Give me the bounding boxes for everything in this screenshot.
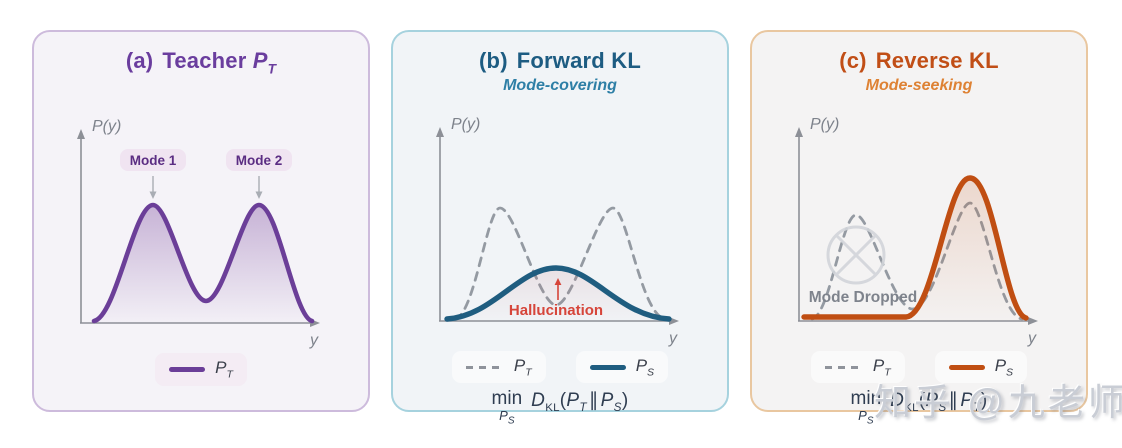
teacher-curve-fill	[94, 205, 312, 324]
y-axis-label: P(y)	[810, 116, 839, 133]
kl-objective-formula: min PS DKL(PS ∥ PT)	[766, 389, 1072, 427]
mode-2-label: Mode 2	[226, 149, 292, 200]
teacher-curve	[91, 203, 315, 324]
panel-teacher: (a) Teacher PT P(y) y	[32, 30, 370, 412]
mode-1-label: Mode 1	[120, 149, 186, 200]
pt-dashed-swatch	[465, 365, 504, 369]
panel-a-title-text: Teacher	[162, 48, 247, 73]
kl-divergence-term: DKL(PS ∥ PT)	[890, 390, 988, 415]
y-axis	[436, 127, 444, 321]
legend-item-pt: PT	[155, 353, 247, 386]
panel-c-title-text: Reverse KL	[875, 48, 999, 73]
panel-b-title-text: Forward KL	[516, 48, 641, 73]
mode-1-arrow-icon	[149, 191, 157, 200]
x-axis-label: y	[309, 332, 319, 349]
forward-kl-chart: P(y) y Hallucination	[436, 116, 679, 347]
teacher-curve-dashed	[810, 201, 1024, 321]
panel-c-tag: (c)	[839, 48, 867, 73]
pt-label: PT	[215, 358, 233, 381]
y-axis-label: P(y)	[451, 116, 480, 133]
panel-b-subtitle: Mode-covering	[503, 77, 617, 94]
hallucination-annotation: Hallucination	[509, 278, 603, 319]
hallucination-label: Hallucination	[509, 302, 603, 319]
panel-reverse-kl: (c) Reverse KL Mode-seeking P(y)	[750, 30, 1088, 427]
student-curve-fill	[804, 178, 1026, 321]
y-axis	[77, 129, 85, 324]
legend-item-ps: PS	[575, 351, 669, 384]
panel-a-subtitle-spacer	[48, 79, 354, 103]
svg-text:Mode 2: Mode 2	[236, 153, 283, 168]
watermark: 知乎 @九老师	[874, 382, 1122, 423]
ps-line-swatch	[589, 364, 626, 370]
min-operator: min PS	[850, 388, 882, 427]
mode-2-arrow-icon	[255, 191, 263, 200]
legend-item-pt: PT	[451, 351, 546, 384]
kl-divergence-term: DKL(PT ∥ PS)	[531, 390, 629, 415]
ps-label: PS	[635, 356, 655, 379]
student-curve	[801, 175, 1029, 321]
pt-label: PT	[872, 356, 891, 379]
mode-dropped-label: Mode Dropped	[809, 289, 918, 306]
ps-line-swatch	[948, 364, 985, 370]
legend: PT PS	[407, 351, 713, 384]
ps-label: PS	[994, 356, 1014, 379]
panel-a-tag: (a)	[125, 48, 154, 73]
panel-c-title: (c) Reverse KL	[766, 48, 1072, 74]
panel-b-tag: (b)	[479, 48, 508, 73]
panel-row: (a) Teacher PT P(y) y	[32, 30, 1088, 427]
teacher-distribution-chart: P(y) y Mode 1 Mode 2	[77, 118, 320, 349]
legend: PT PS	[766, 351, 1072, 384]
panel-a-title: (a) Teacher PT	[125, 48, 277, 77]
svg-text:Mode 1: Mode 1	[130, 153, 177, 168]
teacher-curve-dashed	[453, 206, 667, 321]
reverse-kl-chart: P(y) y Mode Dropped	[795, 116, 1038, 347]
x-axis-label: y	[668, 330, 678, 347]
legend-item-pt: PT	[810, 351, 905, 384]
y-axis	[795, 127, 803, 321]
panel-b-title: (b) Forward KL	[407, 48, 713, 74]
hallucination-arrow-icon	[554, 278, 562, 285]
pt-dashed-swatch	[824, 365, 863, 369]
teacher-symbol: P	[252, 48, 268, 73]
pt-line-swatch	[169, 367, 206, 373]
panel-c-subtitle: Mode-seeking	[865, 77, 973, 94]
legend: PT	[48, 353, 354, 386]
crossed-out-icon	[826, 225, 886, 285]
kl-objective-formula: min PS DKL(PT ∥ PS)	[407, 389, 713, 427]
legend-item-ps: PS	[934, 351, 1028, 384]
student-curve	[444, 265, 672, 322]
x-axis-label: y	[1027, 330, 1037, 347]
panel-forward-kl: (b) Forward KL Mode-covering P(y)	[391, 30, 729, 427]
pt-label: PT	[513, 356, 532, 379]
y-axis-label: P(y)	[92, 118, 121, 135]
min-operator: min PS	[491, 388, 523, 427]
